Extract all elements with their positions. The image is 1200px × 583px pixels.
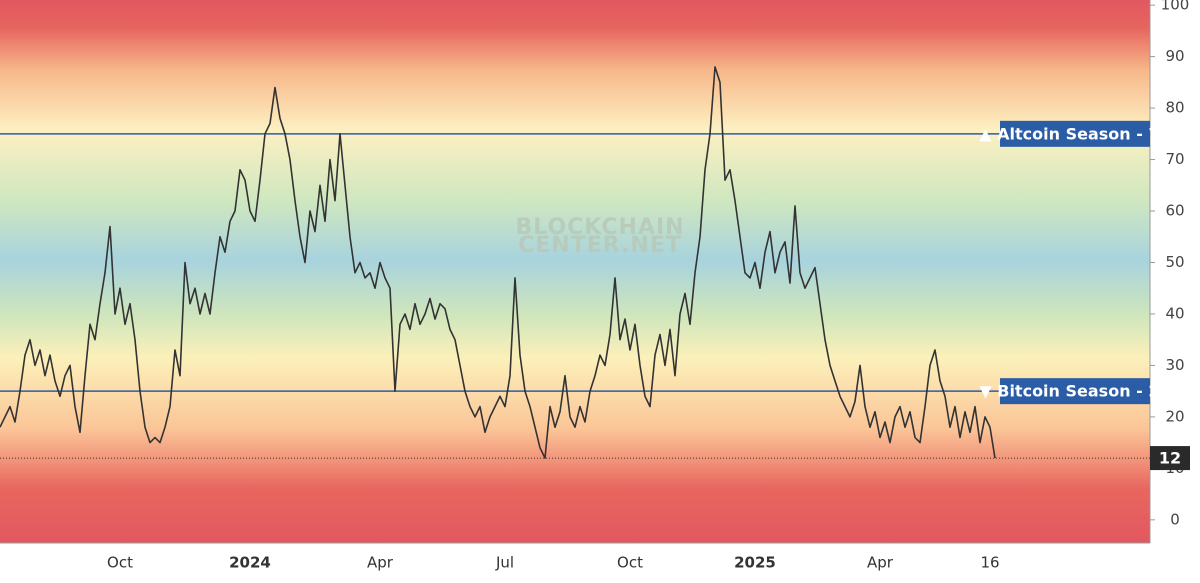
x-tick-label: 2024 (229, 554, 271, 572)
threshold-label: ▼ Bitcoin Season - 25 (979, 382, 1170, 401)
threshold-box (1000, 378, 1150, 405)
last-value-label: 12 (1159, 449, 1181, 468)
y-tick-label: 60 (1165, 202, 1184, 220)
index-line (0, 66, 996, 459)
y-tick-label: 40 (1165, 304, 1184, 322)
x-tick-label: Apr (867, 554, 894, 572)
y-tick-label: 100 (1161, 0, 1190, 14)
x-tick-label: 2025 (734, 554, 776, 572)
x-tick-label: Jul (495, 554, 514, 572)
x-tick-label: Oct (107, 554, 133, 572)
y-tick-label: 70 (1165, 150, 1184, 168)
threshold-box (1000, 120, 1150, 147)
watermark: BLOCKCHAIN (515, 215, 684, 240)
y-tick-label: 90 (1165, 47, 1184, 65)
watermark: CENTER.NET (518, 233, 682, 258)
y-tick-label: 80 (1165, 99, 1184, 117)
x-tick-label: Oct (617, 554, 643, 572)
x-tick-label: Apr (367, 554, 394, 572)
threshold-label: ▲ Altcoin Season - 75 (979, 124, 1170, 143)
y-tick-label: 50 (1165, 253, 1184, 271)
y-tick-label: 20 (1165, 407, 1184, 425)
y-tick-label: 0 (1170, 510, 1180, 528)
last-value-box (1150, 446, 1190, 471)
y-tick-label: 30 (1165, 356, 1184, 374)
x-tick-label: 16 (980, 554, 999, 572)
plot-background (0, 0, 1150, 543)
